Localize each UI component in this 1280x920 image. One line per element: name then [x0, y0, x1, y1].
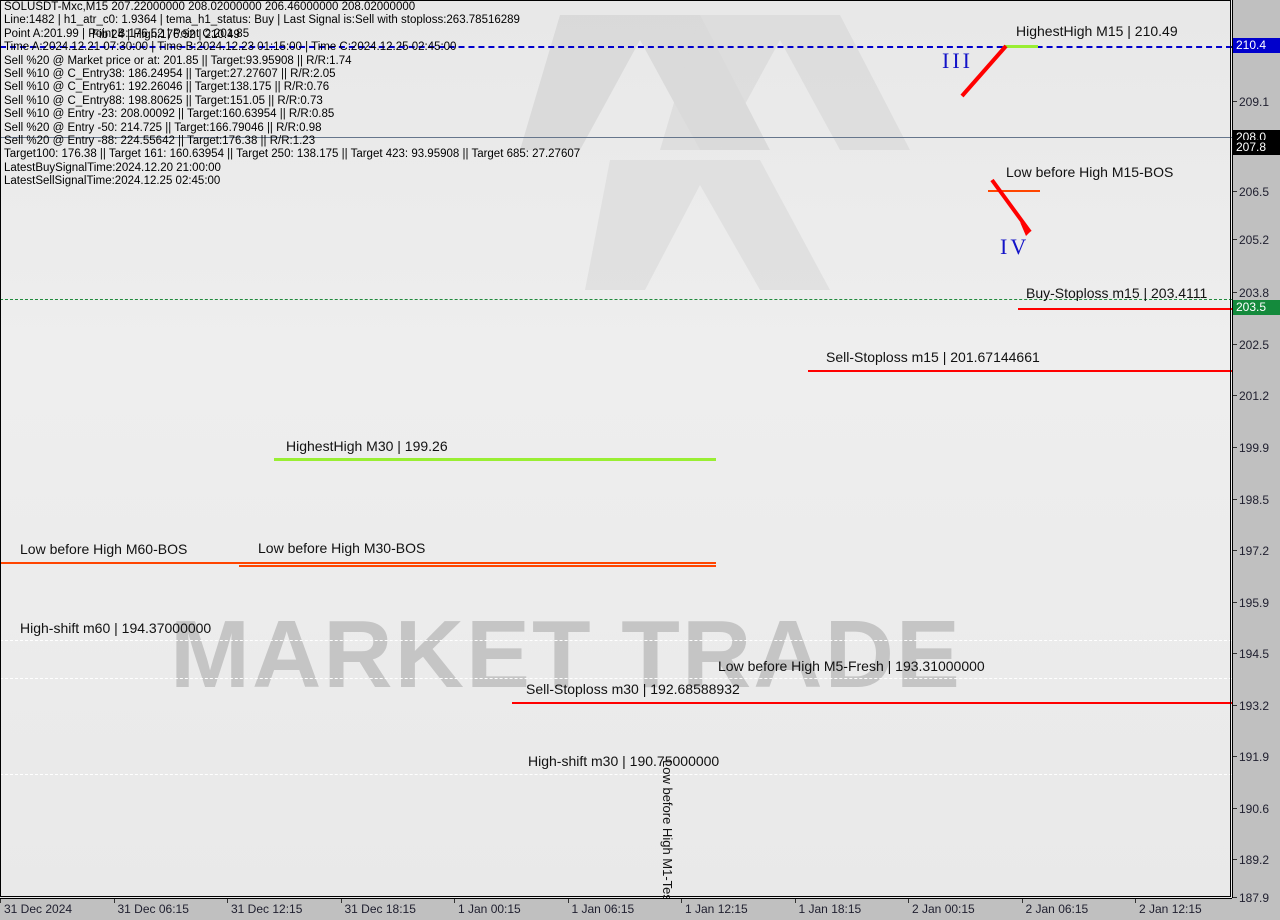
time-tick: 2 Jan 06:15	[1025, 902, 1089, 916]
chart-info-panel: SOLUSDT-Mxc,M15 207.22000000 208.0200000…	[4, 1, 580, 188]
time-tick-mark	[0, 899, 1, 903]
time-tick: 2 Jan 00:15	[912, 902, 975, 916]
price-tick: 194.5	[1233, 647, 1280, 661]
time-tick: 31 Dec 2024	[4, 902, 73, 916]
level-line-buy-stoploss-m15	[1018, 308, 1232, 310]
annotation-low-before-high-m1-tested: Low before High M1-Tested no B	[660, 760, 675, 898]
time-scale[interactable]: 31 Dec 2024 31 Dec 06:15 31 Dec 12:15 31 De…	[0, 898, 1232, 920]
time-tick: 1 Jan 12:15	[685, 902, 748, 916]
annotation-highest-high-m15: HighestHigh M15 | 210.49	[1016, 23, 1178, 39]
info-line-4: Sell %20 @ Market price or at: 201.85 ||…	[4, 54, 352, 67]
level-line-sell-stoploss-m15	[808, 370, 1232, 372]
time-tick-mark	[113, 899, 115, 903]
info-line-0: SOLUSDT-Mxc,M15 207.22000000 208.0200000…	[4, 1, 416, 13]
time-tick-mark	[1021, 899, 1023, 903]
info-line-11: Target100: 176.38 || Target 161: 160.639…	[4, 148, 581, 161]
level-line-m30-bos	[239, 565, 716, 567]
price-tick: 189.2	[1233, 853, 1280, 867]
info-line-3: Time A:2024.12.21 07:30:00 | Time B:2024…	[4, 41, 457, 54]
level-line-highest-high-m30	[274, 458, 716, 461]
time-tick: 31 Dec 12:15	[231, 902, 303, 916]
level-line-highest-high-m15	[0, 46, 1232, 48]
info-line-5: Sell %10 @ C_Entry38: 186.24954 || Targe…	[4, 67, 336, 80]
elliott-wave-arrows	[960, 44, 1032, 236]
price-tick: 198.5	[1233, 493, 1280, 507]
time-tick-mark	[1135, 899, 1136, 903]
price-badge: 203.5	[1233, 300, 1280, 315]
price-tick: 202.5	[1233, 338, 1280, 352]
level-line-last-price	[0, 137, 1232, 138]
info-line-13: LatestSellSignalTime:2024.12.25 02:45:00	[4, 175, 221, 188]
level-line-high-shift-m30	[0, 774, 1232, 775]
wave-label-3: III	[942, 48, 973, 73]
info-line-6: Sell %10 @ C_Entry61: 192.26046 || Targe…	[4, 81, 330, 94]
level-line-sell-stoploss-m30	[512, 702, 1232, 704]
wave-label-4: IV	[1000, 234, 1030, 259]
info-line-12: LatestBuySignalTime:2024.12.20 21:00:00	[4, 161, 221, 174]
level-line-high-shift-m60	[0, 640, 1232, 641]
annotation-low-before-high-m5-fresh: Low before High M5-Fresh | 193.31000000	[718, 658, 985, 674]
price-tick: 190.6	[1233, 802, 1280, 816]
level-line-m60-bos	[0, 562, 716, 564]
watermark-logo	[0, 0, 1232, 898]
info-line-9: Sell %20 @ Entry -50: 214.725 || Target:…	[4, 121, 322, 134]
info-line-1: Line:1482 | h1_atr_c0: 1.9364 | tema_h1_…	[4, 14, 520, 27]
annotation-highest-high-m30: HighestHigh M30 | 199.26	[286, 438, 448, 454]
price-tick: 199.9	[1233, 441, 1280, 455]
price-badge: 210.4	[1233, 38, 1280, 53]
annotation-high-shift-m30: High-shift m30 | 190.75000000	[528, 753, 720, 769]
price-tick: 205.2	[1233, 233, 1280, 247]
annotation-low-before-high-m30-bos: Low before High M30-BOS	[258, 540, 426, 556]
time-tick: 31 Dec 18:15	[344, 902, 416, 916]
price-tick: 191.9	[1233, 750, 1280, 764]
price-badge: 207.8	[1233, 140, 1280, 155]
time-tick: 1 Jan 00:15	[458, 902, 521, 916]
price-tick: 206.5	[1233, 185, 1280, 199]
time-tick-mark	[567, 899, 569, 903]
time-tick: 2 Jan 12:15	[1139, 902, 1202, 916]
price-tick: 203.8	[1233, 286, 1280, 300]
annotation-buy-stoploss-m15: Buy-Stoploss m15 | 203.4111	[1026, 285, 1208, 301]
time-tick-mark	[681, 899, 682, 903]
level-line-buy-stoploss-dashed	[0, 299, 1232, 300]
info-line-2: Point A:201.99 | Point B:176.52 | Point …	[4, 27, 250, 40]
price-tick: 201.2	[1233, 389, 1280, 403]
info-line-7: Sell %10 @ C_Entry88: 198.80625 || Targe…	[4, 94, 323, 107]
annotation-high-shift-m60: High-shift m60 | 194.37000000	[20, 620, 212, 636]
annotation-sell-stoploss-m15: Sell-Stoploss m15 | 201.67144661	[826, 349, 1040, 365]
time-tick-mark	[908, 899, 909, 903]
chart-plot-area[interactable]: MARKET TRADE HighestHigh M15 |	[0, 0, 1232, 898]
price-tick: 193.2	[1233, 699, 1280, 713]
annotation-sell-stoploss-m30: Sell-Stoploss m30 | 192.68588932	[526, 681, 740, 697]
price-tick: 195.9	[1233, 596, 1280, 610]
time-tick: 31 Dec 06:15	[117, 902, 189, 916]
time-tick-mark	[227, 899, 228, 903]
time-tick-mark	[340, 899, 342, 903]
price-scale[interactable]: 210.4209.1208.0206.5205.2203.8202.5201.2…	[1232, 0, 1280, 905]
marker-highest-high-m15	[1004, 45, 1038, 48]
time-tick-mark	[454, 899, 455, 903]
price-tick: 209.1	[1233, 95, 1280, 109]
time-tick-mark	[794, 899, 796, 903]
info-line-8: Sell %10 @ Entry -23: 208.00092 || Targe…	[4, 108, 335, 121]
time-tick: 1 Jan 18:15	[798, 902, 862, 916]
price-tick: 187.9	[1233, 891, 1280, 905]
annotation-low-before-high-m15-bos: Low before High M15-BOS	[1006, 164, 1174, 180]
watermark-text: MARKET TRADE	[170, 601, 962, 708]
level-line-m15-bos	[988, 190, 1040, 192]
price-tick: 197.2	[1233, 544, 1280, 558]
annotation-low-before-high-m60-bos: Low before High M60-BOS	[20, 541, 188, 557]
time-tick: 1 Jan 06:15	[571, 902, 635, 916]
level-line-m5-fresh	[0, 678, 1232, 679]
info-line-10: Sell %20 @ Entry -88: 224.55642 || Targe…	[4, 134, 316, 147]
info-overlap-text: Fib 24 | High:176.52 | 210.49	[92, 29, 240, 41]
